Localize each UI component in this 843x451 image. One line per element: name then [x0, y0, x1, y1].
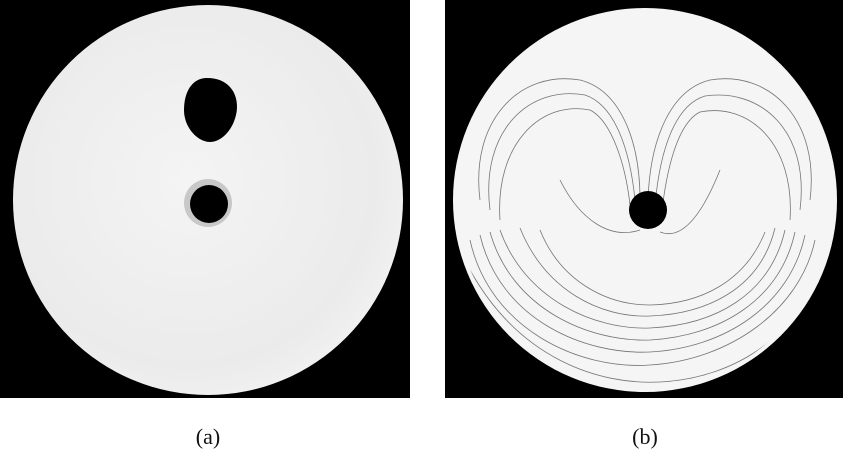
caption-a: (a) [196, 424, 220, 449]
panel-a-image [0, 0, 410, 398]
caption-b: (b) [632, 424, 658, 449]
panel-b-image [445, 0, 843, 398]
